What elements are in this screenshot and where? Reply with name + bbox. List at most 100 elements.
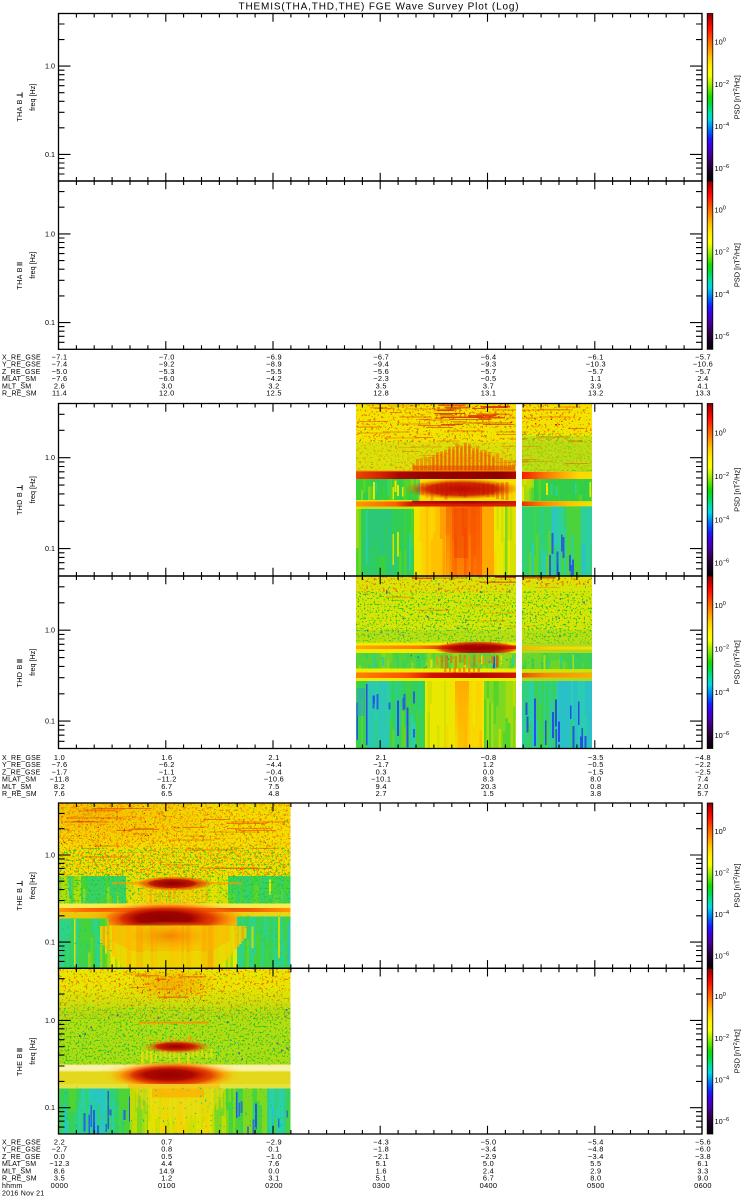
svg-text:−5.0: −5.0 [52,367,68,376]
svg-text:0.3: 0.3 [376,767,387,776]
svg-text:7.5: 7.5 [268,782,279,791]
svg-text:−5.4: −5.4 [588,1138,604,1147]
svg-text:3.3: 3.3 [697,1166,708,1175]
svg-text:PSD [nT2/Hz]: PSD [nT2/Hz] [733,243,742,287]
svg-text:−5.0: −5.0 [481,1138,497,1147]
svg-text:−0.5: −0.5 [588,760,604,769]
svg-text:PSD [nT2/Hz]: PSD [nT2/Hz] [733,1029,742,1073]
svg-text:9.4: 9.4 [376,782,387,791]
svg-text:7.6: 7.6 [54,789,65,798]
svg-text:−0.8: −0.8 [481,753,497,762]
svg-text:Z_RE_GSE: Z_RE_GSE [2,369,41,376]
svg-text:0200: 0200 [265,1181,283,1190]
svg-text:−5.7: −5.7 [481,367,497,376]
svg-text:100: 100 [715,601,726,610]
svg-text:2016 Nov 21: 2016 Nov 21 [2,1190,44,1197]
svg-text:6.7: 6.7 [161,782,172,791]
svg-text:−2.3: −2.3 [373,374,389,383]
svg-text:R_RE_SM: R_RE_SM [2,791,37,798]
svg-text:−10.6: −10.6 [264,775,284,784]
svg-text:0.0: 0.0 [54,1152,65,1161]
svg-text:1.0: 1.0 [45,626,55,635]
svg-text:1.0: 1.0 [45,1016,55,1025]
svg-text:Y_RE_GSE: Y_RE_GSE [2,762,41,769]
svg-text:−4.3: −4.3 [373,1138,389,1147]
svg-text:−5.7: −5.7 [695,353,711,362]
svg-text:1.6: 1.6 [376,1166,387,1175]
svg-text:2.9: 2.9 [590,1166,601,1175]
svg-text:5.1: 5.1 [376,1159,387,1168]
svg-text:−7.0: −7.0 [159,353,175,362]
svg-text:10−6: 10−6 [715,951,730,960]
svg-text:0.1: 0.1 [45,544,55,553]
svg-text:−4.2: −4.2 [266,374,282,383]
svg-text:0600: 0600 [694,1181,712,1190]
svg-text:3.5: 3.5 [54,1174,65,1183]
svg-text:0.0: 0.0 [268,1166,279,1175]
svg-text:0000: 0000 [51,1181,69,1190]
svg-text:−3.5: −3.5 [588,753,604,762]
svg-text:MLAT_SM: MLAT_SM [2,1161,36,1168]
svg-text:3.2: 3.2 [268,381,279,390]
svg-text:−0.5: −0.5 [481,374,497,383]
svg-text:−5.7: −5.7 [588,367,604,376]
svg-text:−1.1: −1.1 [159,767,175,776]
svg-text:1.2: 1.2 [161,1174,172,1183]
svg-text:−6.2: −6.2 [159,760,175,769]
svg-text:0.1: 0.1 [45,717,55,726]
svg-text:−4.4: −4.4 [266,760,282,769]
svg-text:100: 100 [715,38,726,47]
svg-text:5.0: 5.0 [483,1159,494,1168]
svg-text:THD B: THD B [15,492,24,515]
svg-text:−8.9: −8.9 [266,360,282,369]
svg-text:−0.4: −0.4 [266,767,282,776]
svg-text:0.8: 0.8 [590,782,601,791]
svg-text:PSD [nT2/Hz]: PSD [nT2/Hz] [733,75,742,119]
svg-text:−10.6: −10.6 [693,360,713,369]
svg-text:1.0: 1.0 [45,453,55,462]
svg-text:100: 100 [715,429,726,438]
svg-text:−12.3: −12.3 [49,1159,69,1168]
svg-text:10−4: 10−4 [715,122,730,131]
svg-text:4.4: 4.4 [161,1159,172,1168]
svg-text:−1.7: −1.7 [52,767,68,776]
svg-text:−11.8: −11.8 [50,775,70,784]
svg-text:10−6: 10−6 [715,1117,730,1126]
svg-text:−11.2: −11.2 [157,775,177,784]
svg-text:−2.2: −2.2 [695,760,711,769]
svg-text:2.6: 2.6 [54,381,65,390]
svg-text:3.1: 3.1 [268,1174,279,1183]
svg-text:1.1: 1.1 [590,374,601,383]
svg-text:−2.9: −2.9 [481,1152,497,1161]
svg-text:4.1: 4.1 [697,381,708,390]
svg-text:−3.4: −3.4 [481,1145,497,1154]
svg-text:13.1: 13.1 [481,389,497,398]
svg-text:10−2: 10−2 [715,80,730,89]
svg-text:Z_RE_GSE: Z_RE_GSE [2,769,41,776]
svg-text:−9.2: −9.2 [159,360,175,369]
svg-text:4.8: 4.8 [268,789,279,798]
svg-text:−10.3: −10.3 [586,360,606,369]
svg-text:X_RE_GSE: X_RE_GSE [2,1140,41,1147]
svg-text:2.4: 2.4 [483,1166,494,1175]
svg-text:11.4: 11.4 [52,389,67,398]
svg-text:9.0: 9.0 [697,1174,708,1183]
svg-text:hhmm: hhmm [2,1183,22,1190]
svg-text:THE B: THE B [15,1053,24,1076]
svg-text:10−2: 10−2 [715,644,730,653]
svg-text:0.8: 0.8 [161,1145,172,1154]
svg-text:0100: 0100 [158,1181,176,1190]
svg-text:−5.5: −5.5 [266,367,282,376]
svg-text:1.2: 1.2 [483,760,494,769]
svg-text:−5.7: −5.7 [695,367,711,376]
svg-text:−5.3: −5.3 [159,367,175,376]
svg-text:6.7: 6.7 [483,1174,494,1183]
svg-text:12.8: 12.8 [373,389,389,398]
svg-text:2.7: 2.7 [376,789,387,798]
svg-text:−6.4: −6.4 [481,353,497,362]
svg-text:PSD [nT2/Hz]: PSD [nT2/Hz] [733,864,742,908]
svg-text:X_RE_GSE: X_RE_GSE [2,755,41,762]
svg-text:10−6: 10−6 [715,332,730,341]
svg-text:freq [Hz]: freq [Hz] [28,84,37,111]
svg-text:0400: 0400 [480,1181,498,1190]
